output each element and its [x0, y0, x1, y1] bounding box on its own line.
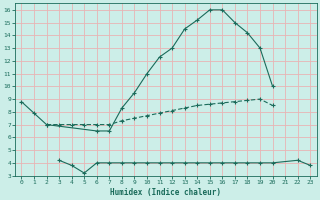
X-axis label: Humidex (Indice chaleur): Humidex (Indice chaleur)	[110, 188, 221, 197]
